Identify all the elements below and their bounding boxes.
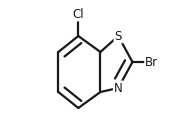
Text: N: N — [114, 81, 123, 94]
Text: S: S — [114, 29, 122, 42]
Text: Br: Br — [145, 55, 158, 68]
Text: Cl: Cl — [73, 8, 84, 21]
